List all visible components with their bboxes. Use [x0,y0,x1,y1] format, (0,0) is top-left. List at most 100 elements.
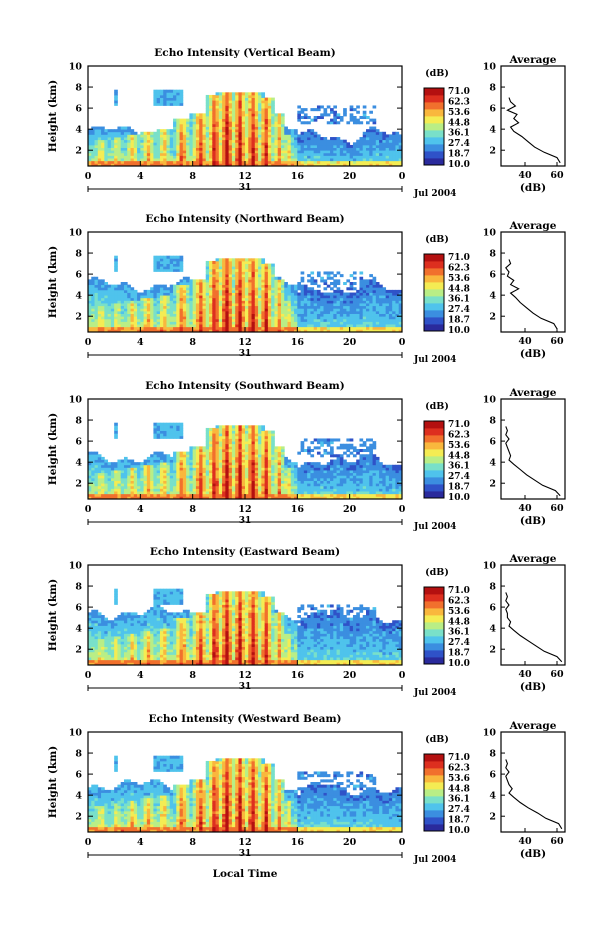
heatmap-cell [280,139,285,143]
heatmap-cell [182,292,187,296]
heatmap-cell [189,496,194,500]
heatmap-cell [159,321,164,325]
heatmap-cell [114,287,118,291]
heatmap-cell [313,321,318,325]
heatmap-cell [271,147,275,151]
heatmap-cell [313,144,318,148]
heatmap-cell [127,289,131,293]
heatmap-cell [192,451,197,455]
heatmap-cell [362,113,367,117]
heatmap-cell [215,155,220,159]
heatmap-cell [261,134,266,138]
heatmap-cell [163,483,167,487]
heatmap-cell [323,287,328,291]
heatmap-cell [195,121,200,125]
heatmap-cell [284,295,288,299]
heatmap-cell [326,147,331,151]
heatmap-cell [258,137,262,141]
heatmap-cell [228,147,233,151]
heatmap-cell [97,324,102,328]
x-tick-label: 0 [85,171,92,182]
heatmap-cell [369,316,373,320]
heatmap-cell [94,485,99,489]
heatmap-cell [303,137,308,141]
heatmap-cell [114,142,118,146]
heatmap-cell [274,313,279,317]
heatmap-cell [153,462,158,466]
heatmap-cell [212,163,216,167]
heatmap-cell [114,316,118,320]
heatmap-cell [140,324,144,328]
heatmap-cell [120,491,125,495]
heatmap-cell [120,462,125,466]
heatmap-cell [205,97,210,101]
heatmap-cell [238,295,243,299]
heatmap-cell [382,318,387,322]
heatmap-cell [127,308,131,312]
heatmap-cell [209,260,213,264]
heatmap-cell [163,422,167,426]
heatmap-cell [284,152,288,156]
heatmap-cell [238,485,243,489]
heatmap-cell [117,475,122,479]
heatmap-cell [153,158,158,162]
heatmap-cell [359,276,364,280]
heatmap-cell [222,491,226,495]
heatmap-cell [222,276,226,280]
heatmap-cell [231,260,236,264]
heatmap-cell [352,321,357,325]
heatmap-cell [254,163,259,167]
heatmap-cell [120,163,125,167]
heatmap-cell [163,92,167,96]
heatmap-cell [176,268,180,272]
heatmap-cell [173,158,177,162]
heatmap-cell [159,263,164,267]
heatmap-cell [261,289,266,293]
heatmap-cell [307,295,311,299]
heatmap-cell [179,134,184,138]
heatmap-cell [209,491,213,495]
heatmap-cell [199,480,203,484]
heatmap-cell [110,491,115,495]
heatmap-cell [271,142,275,146]
heatmap-cell [274,284,279,288]
heatmap-cell [153,305,158,309]
heatmap-cell [215,292,220,296]
heatmap-cell [169,163,174,167]
heatmap-cell [330,282,334,286]
heatmap-cell [254,303,259,307]
heatmap-cell [356,313,360,317]
heatmap-cell [130,147,135,151]
heatmap-cell [303,297,308,301]
heatmap-cell [133,313,138,317]
heatmap-cell [156,475,161,479]
heatmap-cell [280,123,285,127]
heatmap-cell [101,303,105,307]
heatmap-cell [388,329,393,333]
heatmap-cell [146,477,151,481]
heatmap-cell [189,116,194,120]
heatmap-cell [218,459,223,463]
heatmap-cell [205,438,210,442]
heatmap-cell [241,266,246,270]
heatmap-cell [209,287,213,291]
heatmap-cell [294,155,298,159]
heatmap-cell [231,121,236,125]
heatmap-cell [130,316,135,320]
heatmap-cell [156,287,161,291]
heatmap-cell [137,324,141,328]
heatmap-cell [235,139,239,143]
heatmap-cell [179,160,184,164]
heatmap-cell [189,279,194,283]
heatmap-cell [199,144,203,148]
heatmap-cell [258,268,262,272]
heatmap-cell [245,129,249,133]
heatmap-cell [222,488,226,492]
heatmap-cell [323,329,328,333]
heatmap-cell [248,158,252,162]
heatmap-cell [326,276,331,280]
heatmap-cell [212,459,216,463]
heatmap-cell [245,163,249,167]
heatmap-cell [323,308,328,312]
heatmap-cell [231,485,236,489]
